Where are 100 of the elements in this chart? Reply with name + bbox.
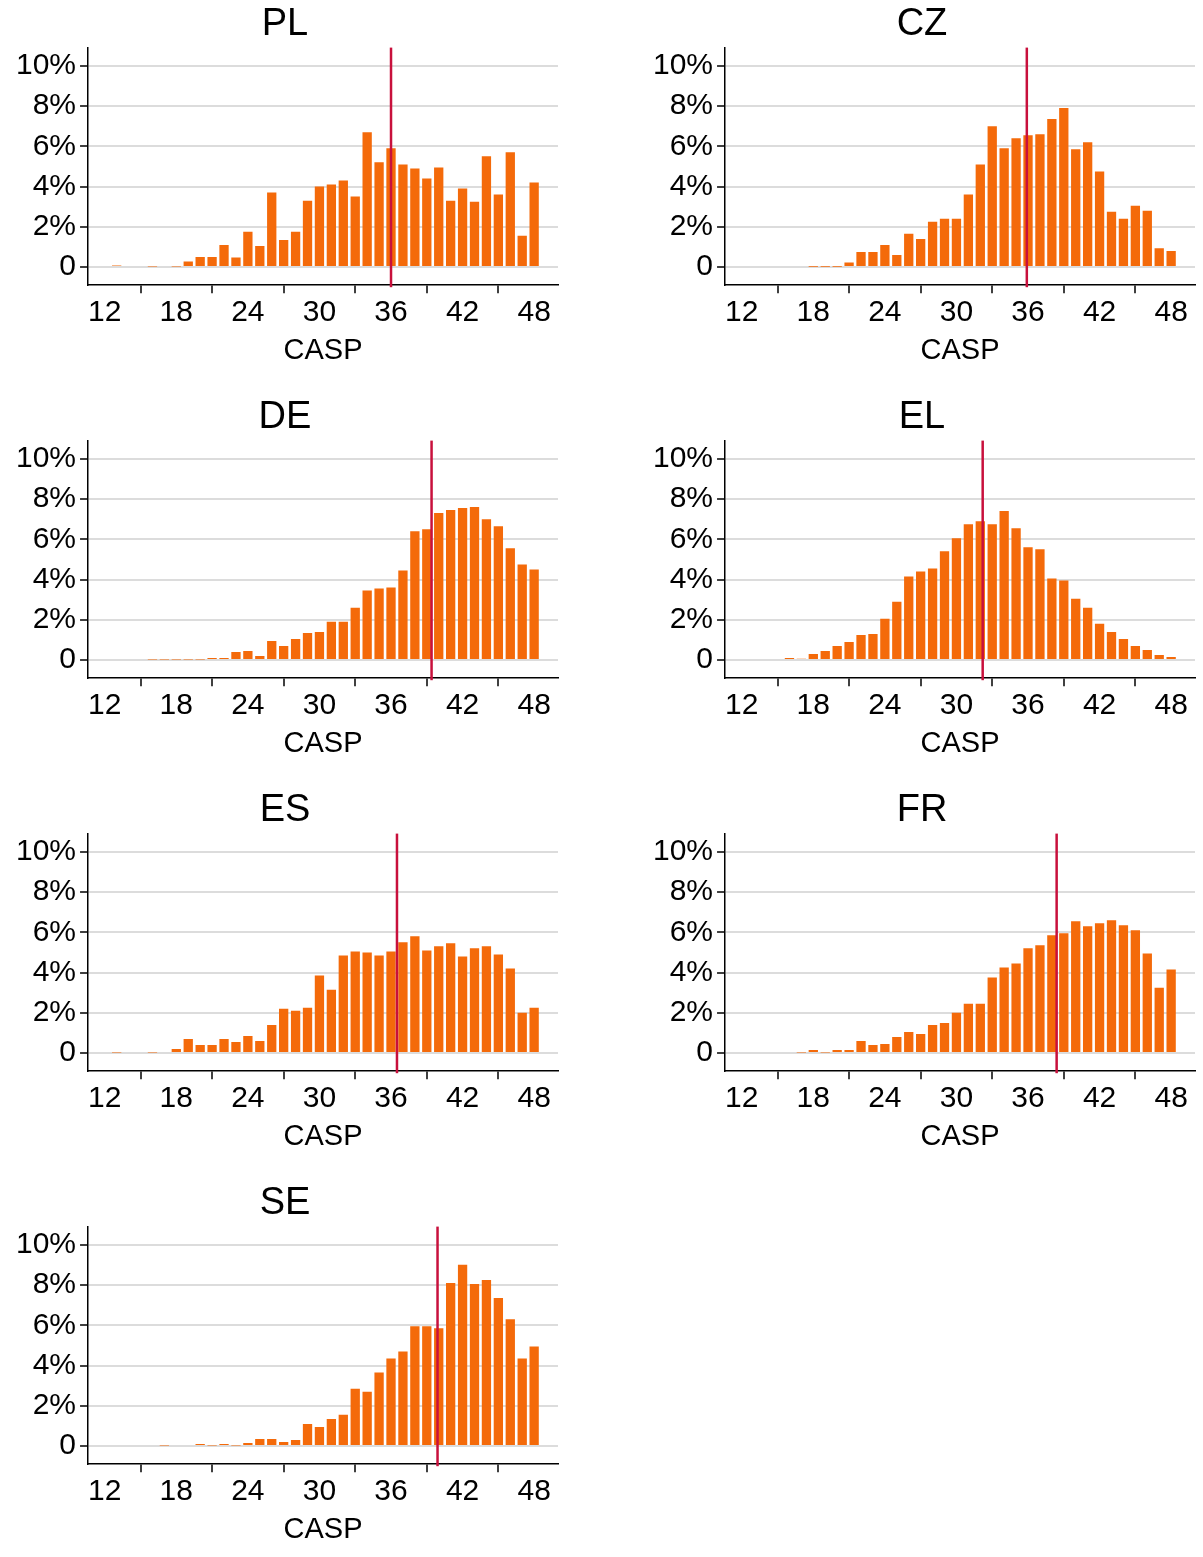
- x-tick-label: 48: [1154, 294, 1188, 328]
- y-tick-label: 4%: [669, 167, 714, 201]
- y-tick-label: 6%: [32, 520, 77, 554]
- x-axis-title: CASP: [920, 725, 1000, 758]
- x-tick-label: 12: [725, 687, 759, 721]
- chart-title: ES: [259, 787, 311, 830]
- x-axis-title: CASP: [920, 1118, 1000, 1151]
- x-tick-label: 36: [374, 294, 408, 328]
- x-axis-title: CASP: [283, 332, 363, 365]
- x-tick-label: 36: [374, 1080, 408, 1114]
- x-tick-label: 30: [302, 687, 337, 721]
- x-tick-label: 36: [1011, 687, 1045, 721]
- x-tick-label: 42: [445, 294, 480, 328]
- y-tick-label: 2%: [32, 994, 77, 1028]
- y-tick-label: 0: [59, 1427, 77, 1461]
- y-tick-label: 8%: [32, 873, 77, 907]
- y-tick-label: 8%: [32, 1266, 77, 1300]
- y-tick-label: 0: [59, 641, 77, 675]
- x-tick-label: 18: [159, 294, 193, 328]
- y-tick-label: 10%: [16, 439, 77, 473]
- x-tick-label: 36: [374, 1473, 408, 1507]
- x-axis-title: CASP: [920, 332, 1000, 365]
- x-tick-label: 48: [1154, 1080, 1188, 1114]
- x-tick-label: 48: [517, 687, 551, 721]
- x-tick-label: 30: [939, 687, 974, 721]
- y-tick-label: 0: [696, 641, 714, 675]
- chart-title: PL: [261, 1, 309, 44]
- x-tick-label: 18: [159, 687, 193, 721]
- x-tick-label: 12: [88, 294, 122, 328]
- y-tick-label: 2%: [32, 1387, 77, 1421]
- x-tick-label: 42: [1082, 687, 1117, 721]
- y-tick-label: 2%: [669, 601, 714, 635]
- y-tick-label: 8%: [32, 480, 77, 514]
- y-tick-label: 8%: [669, 873, 714, 907]
- x-tick-label: 24: [868, 1080, 902, 1114]
- x-tick-label: 48: [517, 1080, 551, 1114]
- y-tick-label: 6%: [32, 1306, 77, 1340]
- x-tick-label: 12: [725, 1080, 759, 1114]
- x-tick-label: 12: [88, 1080, 122, 1114]
- x-tick-label: 18: [796, 1080, 830, 1114]
- chart-title: FR: [896, 787, 948, 830]
- x-tick-label: 48: [1154, 687, 1188, 721]
- y-tick-label: 10%: [653, 832, 714, 866]
- y-tick-label: 10%: [653, 439, 714, 473]
- x-tick-label: 24: [231, 294, 265, 328]
- y-tick-label: 10%: [16, 832, 77, 866]
- y-tick-label: 10%: [16, 1225, 77, 1259]
- x-tick-label: 12: [725, 294, 759, 328]
- x-tick-label: 42: [445, 1473, 480, 1507]
- x-tick-label: 18: [159, 1080, 193, 1114]
- x-tick-label: 24: [231, 1473, 265, 1507]
- y-tick-label: 4%: [669, 953, 714, 987]
- x-tick-label: 42: [445, 1080, 480, 1114]
- y-tick-label: 8%: [669, 87, 714, 121]
- x-tick-label: 48: [517, 294, 551, 328]
- y-tick-label: 2%: [32, 601, 77, 635]
- x-tick-label: 18: [796, 294, 830, 328]
- x-tick-label: 12: [88, 687, 122, 721]
- y-tick-label: 2%: [32, 208, 77, 242]
- x-axis-title: CASP: [283, 1511, 363, 1544]
- y-tick-label: 0: [696, 1034, 714, 1068]
- y-tick-label: 2%: [669, 994, 714, 1028]
- x-tick-label: 30: [939, 1080, 974, 1114]
- x-tick-label: 18: [796, 687, 830, 721]
- y-tick-label: 8%: [32, 87, 77, 121]
- y-tick-label: 4%: [32, 953, 77, 987]
- y-tick-label: 10%: [16, 46, 77, 80]
- x-tick-label: 42: [445, 687, 480, 721]
- x-tick-label: 42: [1082, 294, 1117, 328]
- chart-title: CZ: [896, 1, 948, 44]
- y-tick-label: 6%: [669, 520, 714, 554]
- y-tick-label: 6%: [669, 913, 714, 947]
- x-tick-label: 12: [88, 1473, 122, 1507]
- y-tick-label: 4%: [669, 560, 714, 594]
- chart-title: SE: [259, 1180, 311, 1223]
- x-axis-title: CASP: [283, 1118, 363, 1151]
- chart-title: DE: [258, 394, 312, 437]
- y-tick-label: 6%: [32, 127, 77, 161]
- y-tick-label: 0: [696, 248, 714, 282]
- chart-title: EL: [898, 394, 946, 437]
- x-tick-label: 30: [302, 1473, 337, 1507]
- y-tick-label: 6%: [32, 913, 77, 947]
- y-tick-label: 10%: [653, 46, 714, 80]
- x-tick-label: 24: [868, 687, 902, 721]
- x-tick-label: 36: [1011, 1080, 1045, 1114]
- y-tick-label: 4%: [32, 560, 77, 594]
- y-tick-label: 0: [59, 248, 77, 282]
- x-tick-label: 42: [1082, 1080, 1117, 1114]
- x-tick-label: 30: [302, 1080, 337, 1114]
- x-tick-label: 48: [517, 1473, 551, 1507]
- x-tick-label: 36: [374, 687, 408, 721]
- x-tick-label: 24: [231, 1080, 265, 1114]
- y-tick-label: 2%: [669, 208, 714, 242]
- x-axis-title: CASP: [283, 725, 363, 758]
- y-tick-label: 8%: [669, 480, 714, 514]
- x-tick-label: 36: [1011, 294, 1045, 328]
- y-tick-label: 4%: [32, 1346, 77, 1380]
- y-tick-label: 4%: [32, 167, 77, 201]
- x-tick-label: 30: [939, 294, 974, 328]
- x-tick-label: 24: [868, 294, 902, 328]
